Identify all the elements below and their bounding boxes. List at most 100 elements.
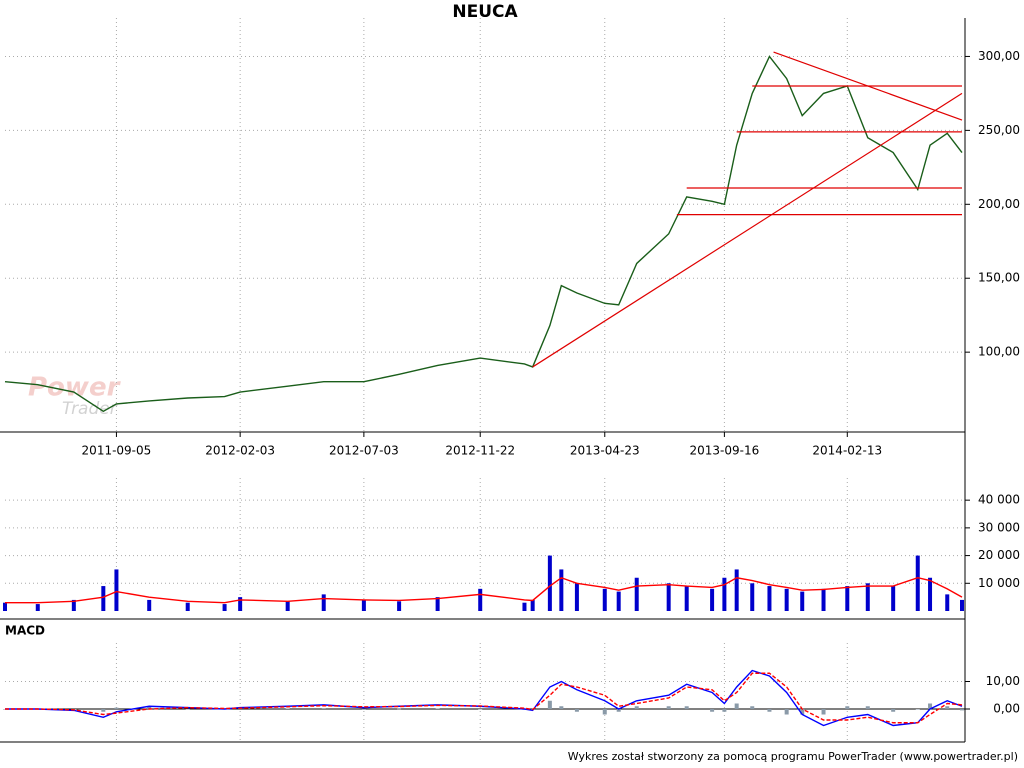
- bar: [821, 709, 826, 715]
- bar: [574, 583, 579, 611]
- panel-title: MACD: [5, 624, 45, 638]
- bar: [722, 577, 727, 611]
- y-tick-label: 10,00: [986, 674, 1020, 688]
- bar: [845, 586, 850, 611]
- bar: [960, 599, 964, 611]
- bar: [222, 604, 227, 611]
- x-tick-label: 2014-02-13: [812, 444, 882, 458]
- bar: [101, 586, 106, 611]
- bar: [71, 599, 76, 611]
- bar: [530, 599, 535, 611]
- x-tick-label: 2013-04-23: [570, 444, 640, 458]
- bar: [945, 594, 950, 611]
- bar: [616, 709, 621, 712]
- y-tick-label: 20 000: [978, 548, 1020, 562]
- bar: [750, 583, 755, 611]
- bar: [915, 709, 920, 710]
- bar: [800, 709, 805, 715]
- bar: [114, 707, 119, 709]
- bar: [616, 591, 621, 611]
- bar: [960, 709, 964, 711]
- bar: [285, 708, 290, 709]
- series-line: [4, 55, 963, 413]
- bar: [928, 577, 933, 611]
- footer: Wykres został stworzony za pomocą progra…: [568, 750, 1018, 763]
- watermark: Trader: [62, 399, 118, 419]
- x-tick-label: 2012-02-03: [205, 444, 275, 458]
- bar: [522, 602, 527, 611]
- bar: [821, 588, 826, 611]
- bar: [397, 601, 402, 611]
- bar: [602, 588, 607, 611]
- bar: [710, 709, 715, 712]
- bar: [478, 588, 483, 611]
- bar: [865, 706, 870, 709]
- bar: [684, 706, 689, 709]
- bar: [750, 706, 755, 709]
- bar: [734, 569, 739, 611]
- bar: [435, 708, 440, 709]
- bar: [574, 709, 579, 712]
- x-tick-label: 2013-09-16: [690, 444, 760, 458]
- y-tick-label: 10 000: [978, 576, 1020, 590]
- bar: [865, 583, 870, 611]
- bar: [710, 588, 715, 611]
- bar: [945, 706, 950, 709]
- series-line: [5, 576, 963, 604]
- x-tick-label: 2011-09-05: [82, 444, 152, 458]
- bar: [634, 706, 639, 709]
- bar: [666, 583, 671, 611]
- y-tick-label: 100,00: [978, 345, 1020, 359]
- bar: [435, 597, 440, 611]
- y-tick-label: 30 000: [978, 520, 1020, 534]
- bar: [35, 604, 40, 611]
- bar: [185, 602, 190, 611]
- bar: [361, 709, 366, 710]
- x-tick-label: 2012-11-22: [445, 444, 515, 458]
- bar: [559, 706, 564, 709]
- trendline: [532, 92, 963, 368]
- bar: [928, 703, 933, 709]
- bar: [734, 703, 739, 709]
- bar: [114, 569, 119, 611]
- bar: [238, 597, 243, 611]
- y-tick-label: 200,00: [978, 197, 1020, 211]
- y-tick-label: 150,00: [978, 271, 1020, 285]
- series-line: [5, 672, 963, 724]
- bar: [321, 594, 326, 611]
- bar: [722, 709, 727, 712]
- bar: [800, 591, 805, 611]
- bar: [361, 599, 366, 611]
- bar: [478, 709, 483, 710]
- y-tick-label: 40 000: [978, 493, 1020, 507]
- bar: [547, 700, 552, 709]
- bar: [397, 708, 402, 710]
- bar: [185, 709, 190, 710]
- bar: [767, 709, 772, 712]
- bar: [915, 555, 920, 611]
- bar: [784, 709, 789, 715]
- y-tick-label: 0,00: [993, 702, 1020, 716]
- bar: [321, 708, 326, 709]
- bar: [891, 709, 896, 712]
- bar: [891, 586, 896, 611]
- bar: [101, 709, 106, 712]
- bar: [285, 601, 290, 611]
- bar: [666, 706, 671, 709]
- y-tick-label: 300,00: [978, 49, 1020, 63]
- bar: [602, 709, 607, 715]
- bar: [784, 588, 789, 611]
- bar: [845, 706, 850, 709]
- bar: [147, 599, 152, 611]
- chart-title: NEUCA: [452, 2, 518, 22]
- x-tick-label: 2012-07-03: [329, 444, 399, 458]
- bar: [634, 577, 639, 611]
- watermark: Power: [28, 373, 122, 403]
- bar: [559, 569, 564, 611]
- bar: [684, 586, 689, 611]
- bar: [547, 555, 552, 611]
- bar: [767, 586, 772, 611]
- y-tick-label: 250,00: [978, 123, 1020, 137]
